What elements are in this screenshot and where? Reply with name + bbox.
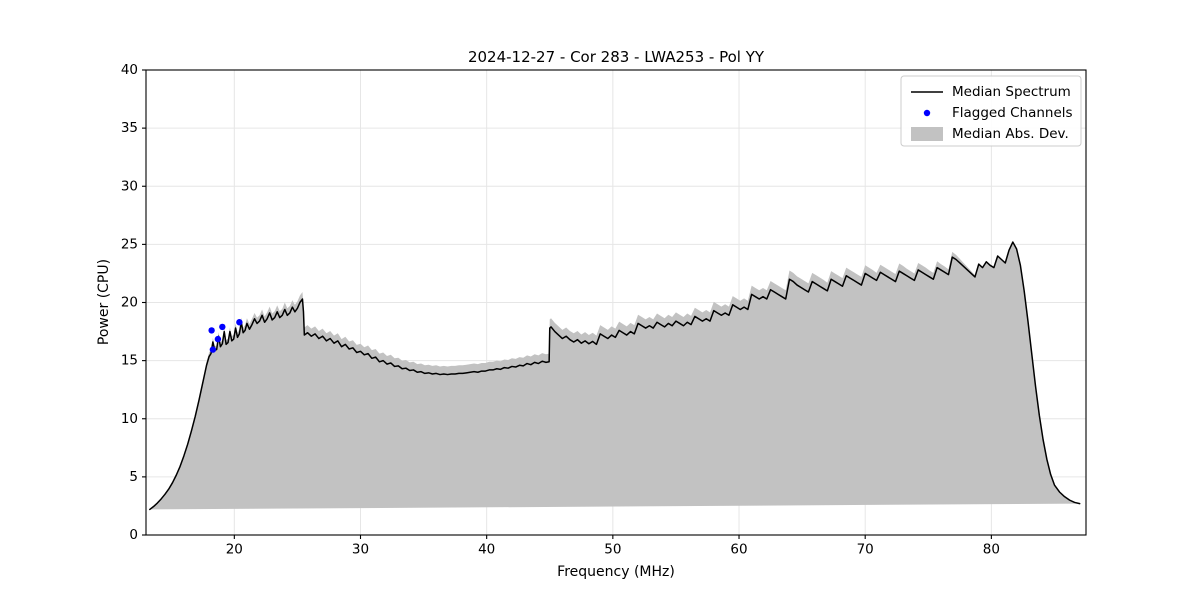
x-tick-label: 20 (226, 542, 243, 558)
y-tick-label: 40 (121, 62, 138, 78)
flagged-channel-point (214, 335, 222, 343)
x-tick-label: 50 (604, 542, 621, 558)
y-tick-label: 20 (121, 295, 138, 311)
flagged-channel-point (236, 319, 243, 326)
axis-ticks: 0 5 10 15 20 25 30 35 40 20 30 40 50 60 70 80 (121, 62, 1000, 558)
y-tick-label: 15 (121, 353, 138, 369)
y-tick-label: 5 (129, 469, 138, 485)
median-spectrum-line (149, 241, 1081, 511)
y-tick-label: 35 (121, 120, 138, 136)
legend-box (900, 75, 1082, 147)
flagged-channel-point (209, 346, 217, 353)
legend-point-swatch (923, 109, 931, 117)
flagged-channels-layer (208, 319, 243, 353)
legend-label: Median Abs. Dev. (952, 126, 1069, 142)
legend-entry: Median Spectrum (911, 84, 1071, 100)
y-tick-label: 10 (121, 411, 138, 427)
median-spectrum-layer (149, 241, 1081, 511)
y-tick-label: 30 (121, 178, 138, 194)
mad-band-layer (149, 242, 1080, 510)
flagged-channel-point (208, 327, 215, 334)
x-tick-label: 70 (857, 542, 874, 558)
page-title: 2024-12-27 - Cor 283 - LWA253 - Pol YY (468, 48, 765, 66)
y-axis-label: Power (CPU) (96, 259, 112, 345)
legend-entry: Median Abs. Dev. (911, 126, 1069, 142)
flagged-channel-point (219, 323, 226, 331)
x-axis-label: Frequency (MHz) (557, 564, 675, 580)
y-tick-label: 0 (129, 527, 138, 543)
x-tick-label: 30 (352, 542, 369, 558)
legend-patch-swatch (911, 127, 943, 141)
legend-entry: Flagged Channels (923, 105, 1073, 121)
x-tick-label: 60 (730, 542, 747, 558)
median-abs-dev-band (149, 242, 1080, 510)
chart-legend: Median Spectrum Flagged Channels Median Ab… (900, 75, 1082, 147)
x-tick-label: 80 (983, 542, 1000, 558)
legend-label: Median Spectrum (952, 84, 1071, 100)
x-tick-label: 40 (478, 542, 495, 558)
legend-label: Flagged Channels (952, 105, 1073, 121)
y-tick-label: 25 (121, 236, 138, 252)
